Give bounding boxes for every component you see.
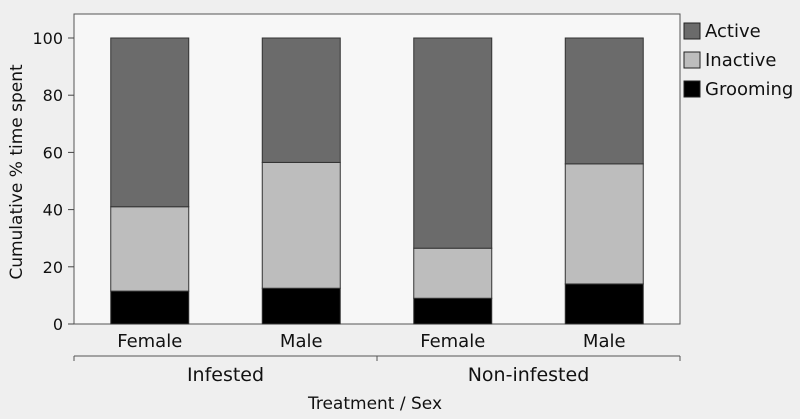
legend: Active Inactive Grooming [683, 21, 793, 100]
bar-segment-active-2 [413, 37, 493, 249]
y-tick-label: 60 [43, 143, 63, 162]
bar-segment-active-1 [261, 37, 341, 163]
bar-segment-active-3 [564, 37, 644, 165]
bar-segment-inactive-2 [413, 247, 493, 299]
legend-swatch-active [683, 22, 701, 40]
legend-swatch-inactive [683, 51, 701, 69]
bar-segment-grooming-1 [261, 287, 341, 325]
legend-swatch-grooming [683, 80, 701, 98]
bar-segment-grooming-3 [564, 283, 644, 325]
y-tick-label: 100 [32, 29, 63, 48]
bar-segment-grooming-0 [110, 290, 190, 325]
y-axis-label: Cumulative % time spent [7, 64, 27, 280]
bars-layer [110, 37, 644, 325]
legend-label-inactive: Inactive [705, 50, 776, 71]
x-tick-label: Female [117, 331, 182, 352]
bar-segment-active-0 [110, 37, 190, 208]
bar-segment-inactive-1 [261, 161, 341, 289]
y-tick-label: 0 [53, 315, 63, 334]
y-tick-label: 20 [43, 258, 63, 277]
y-axis: 0 20 40 60 80 100 [32, 29, 74, 334]
legend-label-grooming: Grooming [705, 79, 793, 100]
x-tick-label: Male [280, 331, 323, 352]
y-tick-label: 80 [43, 86, 63, 105]
x-axis-label: Treatment / Sex [307, 394, 442, 414]
x-tick-label: Female [420, 331, 485, 352]
x-axis: Female Male Female Male Infested Non-infested [73, 331, 681, 386]
bar-segment-inactive-3 [564, 163, 644, 285]
group-label: Infested [187, 364, 264, 386]
x-tick-label: Male [583, 331, 626, 352]
y-tick-label: 40 [43, 201, 63, 220]
group-label: Non-infested [468, 364, 590, 386]
legend-label-active: Active [705, 21, 761, 42]
bar-segment-inactive-0 [110, 206, 190, 292]
bar-segment-grooming-2 [413, 297, 493, 325]
